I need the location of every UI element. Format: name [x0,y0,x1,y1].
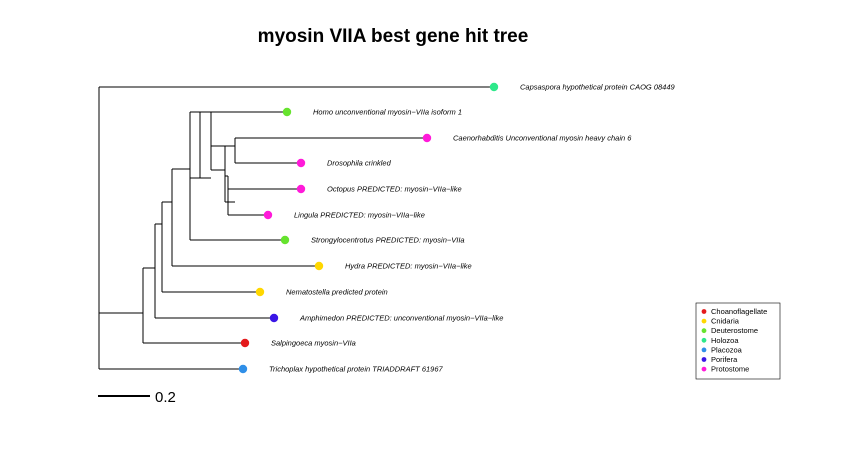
tip-marker-caenorhabditis [422,133,432,143]
legend-swatch-deuterostome [701,328,707,334]
tip-marker-hydra [314,261,324,271]
tip-marker-nematostella [255,287,265,297]
tip-marker-homo [282,107,292,117]
scale-bar: 0.2 [98,389,176,406]
legend-swatch-holozoa [701,337,707,343]
scale-bar-label: 0.2 [155,389,176,406]
tip-label-salpingoeca: Salpingoeca myosin−VIIa [271,339,356,348]
tree-tips: Capsaspora hypothetical protein CAOG 084… [238,82,676,374]
tip-marker-strongylocentrotus [280,235,290,245]
legend-label-porifera: Porifera [711,355,738,364]
legend-label-holozoa: Holozoa [711,336,739,345]
tip-marker-salpingoeca [240,338,250,348]
tip-marker-capsaspora [489,82,499,92]
tip-label-strongylocentrotus: Strongylocentrotus PREDICTED: myosin−VII… [311,236,465,245]
tree-branches [98,86,494,370]
legend-label-deuterostome: Deuterostome [711,326,758,335]
legend-swatch-porifera [701,357,707,362]
legend-label-protostome: Protostome [711,365,749,374]
legend-swatch-placozoa [701,347,707,353]
legend: ChoanoflagellateCnidariaDeuterostomeHolo… [695,302,781,380]
tip-label-homo: Homo unconventional myosin−VIIa isoform … [313,108,462,117]
legend-swatch-protostome [701,366,707,372]
tip-label-capsaspora: Capsaspora hypothetical protein CAOG 084… [520,83,676,92]
legend-label-cnidaria: Cnidaria [711,317,740,326]
tip-label-drosophila: Drosophila crinkled [327,159,392,168]
tip-label-amphimedon: Amphimedon PREDICTED: unconventional myo… [299,314,503,323]
tip-marker-lingula [263,210,273,220]
legend-swatch-choanoflagellate [701,309,707,314]
tip-label-nematostella: Nematostella predicted protein [286,288,388,297]
tip-marker-amphimedon [269,313,279,323]
tip-marker-octopus [296,184,306,194]
tree-title: myosin VIIA best gene hit tree [258,26,529,47]
legend-box [695,302,781,380]
tip-label-octopus: Octopus PREDICTED: myosin−VIIa−like [327,185,462,194]
tip-label-trichoplax: Trichoplax hypothetical protein TRIADDRA… [269,365,444,374]
tip-marker-trichoplax [238,364,248,374]
tip-label-hydra: Hydra PREDICTED: myosin−VIIa−like [345,262,472,271]
tip-label-lingula: Lingula PREDICTED: myosin−VIIa−like [294,211,425,220]
legend-swatch-cnidaria [701,318,707,324]
tip-label-caenorhabditis: Caenorhabditis Unconventional myosin hea… [453,134,632,143]
legend-label-placozoa: Placozoa [711,345,743,354]
legend-label-choanoflagellate: Choanoflagellate [711,307,767,316]
tip-marker-drosophila [296,158,306,168]
